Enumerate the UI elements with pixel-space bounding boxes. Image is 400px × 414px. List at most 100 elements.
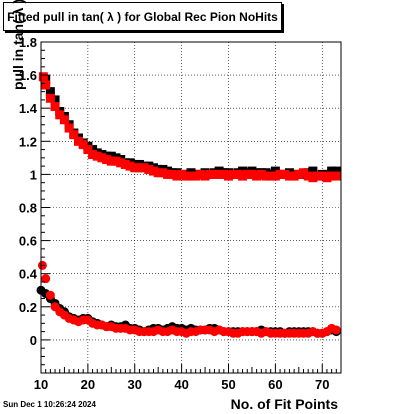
data-point-circle — [45, 290, 55, 300]
y-tick-label: 1.8 — [19, 35, 37, 50]
x-tick-label: 10 — [34, 377, 48, 392]
data-point-square — [238, 171, 248, 181]
axis-ticks — [40, 41, 342, 374]
data-point-square — [233, 169, 243, 179]
y-axis-label: pull in tan( λ ) — [10, 0, 26, 90]
data-point-square — [186, 171, 196, 181]
x-tick-label: 40 — [174, 377, 188, 392]
chart-title: Fitted pull in tan( λ ) for Global Rec P… — [7, 10, 278, 24]
y-tick-label: 0.4 — [19, 267, 38, 282]
data-point-square — [214, 169, 224, 179]
data-point-square — [163, 169, 173, 179]
y-tick-label: 1.2 — [19, 134, 37, 149]
data-point-square — [88, 145, 98, 155]
data-point-square — [177, 169, 187, 179]
data-point-square — [270, 166, 280, 176]
tick-labels: 10 20 30 40 50 60 70 0 0.2 0.4 0.6 0.8 1 1.2 1.4 1.6 1.8 — [19, 35, 330, 392]
data-point-square — [78, 140, 88, 150]
data-point-square — [92, 151, 102, 161]
x-tick-label: 70 — [315, 377, 329, 392]
data-points — [36, 72, 341, 338]
data-point-square — [69, 130, 79, 140]
data-point-square — [299, 168, 308, 178]
x-tick-label: 30 — [128, 377, 142, 392]
data-point-square — [102, 155, 112, 165]
data-point-square — [327, 166, 337, 176]
data-point-square — [120, 159, 130, 169]
data-point-square — [289, 171, 299, 181]
data-point-square — [111, 156, 121, 166]
x-tick-label: 20 — [81, 377, 95, 392]
data-point-square — [219, 169, 229, 179]
data-point-square — [242, 169, 252, 179]
data-point-square — [252, 171, 262, 181]
data-point-square — [88, 150, 98, 160]
data-point-square — [209, 169, 219, 179]
y-tick-label: 0.2 — [19, 300, 37, 315]
y-tick-label: 1.6 — [19, 68, 37, 83]
data-point-square — [64, 123, 74, 133]
data-point-square — [106, 156, 116, 166]
x-tick-label: 50 — [221, 377, 235, 392]
data-point-square — [303, 171, 313, 181]
data-point-square — [144, 164, 154, 174]
data-point-square — [125, 161, 135, 171]
data-point-square — [41, 80, 51, 90]
data-point-square — [167, 169, 177, 179]
y-tick-label: 0.6 — [19, 234, 37, 249]
data-point-square — [116, 158, 126, 168]
data-point-square — [327, 171, 337, 181]
data-point-square — [38, 72, 48, 82]
data-point-square — [130, 163, 140, 173]
data-point-square — [45, 93, 55, 103]
data-point-square — [205, 169, 215, 179]
data-point-square — [195, 169, 205, 179]
data-point-square — [55, 110, 65, 120]
data-point-square — [280, 169, 290, 179]
data-point-square — [153, 168, 163, 178]
data-point-square — [50, 102, 60, 112]
data-point-square — [266, 171, 276, 181]
data-point-square — [247, 169, 257, 179]
title-box: Fitted pull in tan( λ ) for Global Rec P… — [3, 2, 282, 31]
data-point-square — [308, 173, 318, 183]
data-point-square — [134, 163, 144, 173]
data-point-circle — [41, 274, 51, 284]
data-point-square — [224, 171, 233, 181]
data-point-square — [322, 173, 332, 183]
data-point-square — [74, 136, 83, 146]
data-point-square — [50, 95, 60, 105]
data-point-square — [275, 169, 285, 179]
data-point-square — [313, 171, 323, 181]
y-tick-label: 0 — [30, 333, 37, 348]
data-point-circle — [331, 325, 341, 335]
x-tick-label: 60 — [268, 377, 282, 392]
data-point-square — [97, 153, 107, 163]
data-point-square — [139, 163, 149, 173]
timestamp: Sun Dec 1 10:26:24 2024 — [3, 400, 96, 409]
data-point-square — [294, 169, 304, 179]
data-point-square — [317, 171, 327, 181]
y-tick-label: 1.4 — [19, 101, 38, 116]
data-point-square — [45, 87, 55, 97]
data-point-square — [200, 171, 210, 181]
data-point-square — [172, 171, 182, 181]
y-tick-label: 0.8 — [19, 201, 37, 216]
data-point-square — [238, 166, 248, 176]
data-point-square — [59, 115, 69, 125]
data-point-square — [331, 166, 341, 176]
data-point-square — [331, 171, 341, 181]
x-axis-label: No. of Fit Points — [230, 396, 338, 412]
data-point-square — [191, 171, 201, 181]
data-point-square — [284, 171, 294, 181]
data-point-square — [256, 169, 266, 179]
data-point-square — [261, 171, 271, 181]
data-point-square — [308, 166, 318, 176]
data-point-square — [158, 168, 168, 178]
data-point-square — [181, 171, 191, 181]
data-point-square — [149, 166, 158, 176]
y-tick-label: 1 — [30, 167, 37, 182]
data-point-square — [106, 151, 116, 161]
data-point-square — [270, 171, 280, 181]
